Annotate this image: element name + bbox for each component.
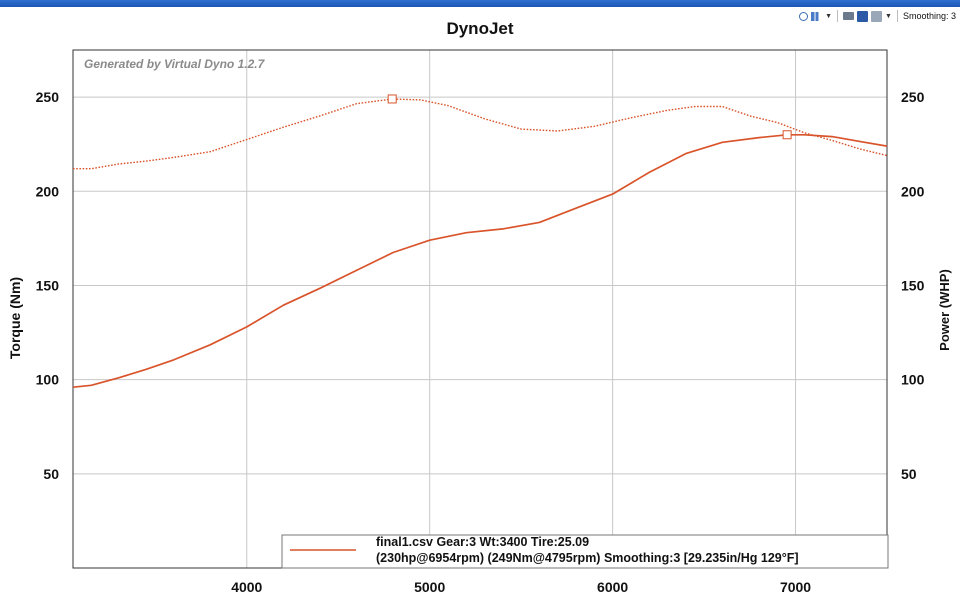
- y2-tick-label: 50: [901, 466, 917, 482]
- copy-icon[interactable]: [871, 10, 883, 22]
- y2-axis-label: Power (WHP): [937, 269, 952, 351]
- y-tick-label: 50: [43, 466, 59, 482]
- y2-tick-label: 200: [901, 183, 925, 199]
- y-tick-label: 150: [36, 277, 60, 293]
- legend-line-2: (230hp@6954rpm) (249Nm@4795rpm) Smoothin…: [376, 551, 799, 565]
- toolbar-separator: [837, 10, 839, 22]
- save-icon[interactable]: [857, 10, 869, 22]
- print-icon[interactable]: [843, 12, 855, 20]
- y2-tick-label: 150: [901, 277, 925, 293]
- y-tick-label: 250: [36, 89, 60, 105]
- chart-type-dropdown-icon[interactable]: ▼: [825, 12, 833, 20]
- chart-type-icon[interactable]: [811, 11, 823, 21]
- x-tick-label: 7000: [780, 579, 811, 595]
- x-tick-label: 6000: [597, 579, 628, 595]
- toolbar-separator: [896, 10, 898, 22]
- y-axis-label: Torque (Nm): [7, 277, 23, 359]
- plot-area: [72, 49, 888, 569]
- copy-dropdown-icon[interactable]: ▼: [885, 12, 892, 20]
- x-tick-label: 5000: [414, 579, 445, 595]
- axis-ticks: 4000 5000 6000 7000 50 100 150 200 250 50 100 150 20…: [36, 89, 925, 595]
- y2-tick-label: 100: [901, 372, 925, 388]
- watermark-text: Generated by Virtual Dyno 1.2.7: [84, 57, 266, 71]
- chart-legend: final1.csv Gear:3 Wt:3400 Tire:25.09 (23…: [281, 534, 889, 569]
- chart-series: [72, 94, 888, 389]
- chart-title: DynoJet: [446, 19, 513, 38]
- solid-series-line: [72, 133, 888, 389]
- y2-tick-label: 250: [901, 89, 925, 105]
- peak-marker: [387, 94, 397, 104]
- legend-line-1: final1.csv Gear:3 Wt:3400 Tire:25.09: [376, 535, 589, 549]
- y-tick-label: 100: [36, 372, 60, 388]
- chart-toolbar: ▼ ▼ Smoothing: 3: [799, 8, 956, 24]
- smoothing-label[interactable]: Smoothing: 3: [902, 11, 956, 21]
- y-tick-label: 200: [36, 183, 60, 199]
- x-tick-label: 4000: [231, 579, 262, 595]
- chart-grid: [73, 50, 887, 568]
- dotted-series-line: [73, 98, 888, 170]
- peak-marker: [782, 130, 792, 140]
- window-title-bar: [0, 0, 960, 7]
- legend-box: [281, 534, 889, 569]
- zoom-icon[interactable]: [799, 11, 809, 21]
